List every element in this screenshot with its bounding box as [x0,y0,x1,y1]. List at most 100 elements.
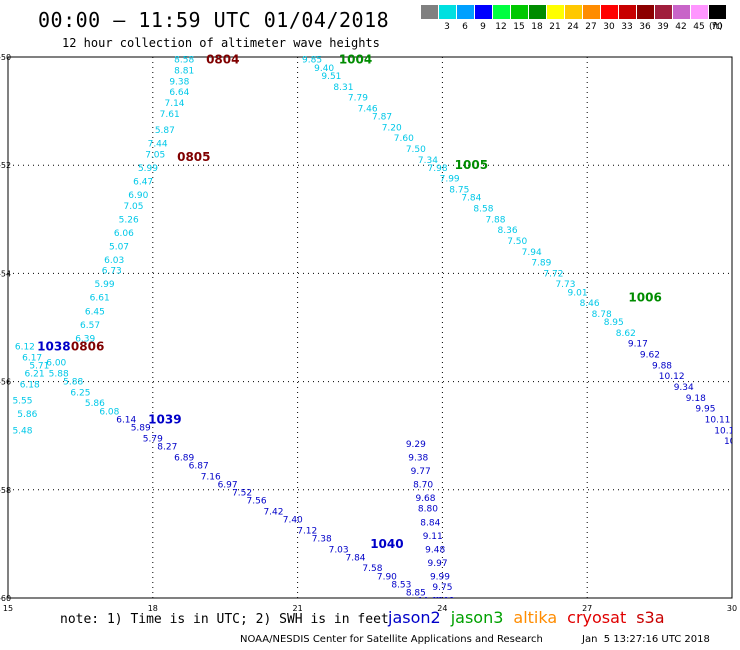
wave-height-value: 7.46 [358,104,378,114]
wave-height-value: 10.12 [659,372,685,382]
legend-swatch [421,5,439,19]
latitude-tick-label: -54 [0,269,11,278]
satellite-legend-jason2: jason2 [388,608,441,627]
pass-time-label: 1038 [37,339,70,353]
wave-height-value: 7.42 [263,507,283,517]
wave-height-value: 9.17 [628,340,648,350]
pass-time-label: 0806 [71,339,104,353]
legend-tick-label: 21 [549,22,561,32]
legend-swatch [547,5,565,19]
wave-height-value: 8.58 [174,56,194,66]
wave-height-value: 7.99 [440,175,460,185]
wave-height-value: 7.40 [283,516,303,526]
legend-tick-label: 30 [603,22,615,32]
pass-time-label: 1039 [148,412,181,426]
wave-height-value: 6.89 [174,453,194,463]
latitude-tick-label: -60 [0,594,11,603]
wave-height-value: 9.48 [425,545,445,555]
wave-height-value: 9.77 [411,467,431,477]
wave-height-value: 7.94 [522,248,542,258]
wave-height-value: 7.90 [377,572,397,582]
longitude-tick-label: 30 [727,604,737,613]
longitude-tick-label: 18 [148,604,158,613]
wave-height-value: 8.80 [418,505,438,515]
wave-height-value: 7.56 [247,497,267,507]
wave-height-value: 8.84 [420,518,440,528]
wave-height-value: 5.99 [95,280,115,290]
legend-tick-label: 9 [480,22,486,32]
wave-height-value: 7.05 [123,202,143,212]
wave-height-value: 7.14 [164,99,184,109]
legend-swatch [529,5,547,19]
wave-height-value: 7.05 [145,150,165,160]
legend-swatch [493,5,511,19]
legend-swatch [619,5,637,19]
legend-swatch [655,5,673,19]
wave-height-value: 5.86 [85,399,105,409]
wave-height-value: 7.20 [382,123,402,133]
pass-time-label: 1004 [339,53,372,67]
legend-tick-label: 36 [639,22,651,32]
legend-tick-label: 42 [675,22,687,32]
wave-height-value: 8.95 [604,318,624,328]
wave-height-value: 9.29 [406,440,426,450]
longitude-tick-label: 21 [293,604,303,613]
wave-height-value: 7.12 [297,526,317,536]
wave-height-value: 5.87 [155,126,175,136]
wave-height-value: 6.00 [46,359,66,369]
wave-height-value: 9.97 [428,559,448,569]
wave-height-value: 8.58 [473,204,493,214]
pass-time-label: 0804 [206,53,239,67]
wave-height-value: 7.50 [507,237,527,247]
wave-height-value: 5.88 [49,369,69,379]
wave-height-value: 5.71 [29,361,49,371]
wave-height-points: 8.588.819.386.647.147.615.877.447.055.99… [12,53,740,598]
wave-height-value: 5.99 [138,164,158,174]
wave-height-value: 5.26 [119,215,139,225]
wave-height-value: 7.34 [418,156,438,166]
wave-height-value: 7.88 [485,215,505,225]
latitude-tick-label: -58 [0,486,11,495]
wave-height-value: 8.78 [592,310,612,320]
legend-tick-label: 70 [711,22,723,32]
legend-swatch [475,5,493,19]
wave-height-value: 9.95 [695,405,715,415]
wave-height-value: 6.90 [128,191,148,201]
wave-height-value: 6.61 [90,294,110,304]
wave-height-value: 9.38 [408,453,428,463]
legend-swatch [511,5,529,19]
legend-swatch [583,5,601,19]
latitude-tick-label: -52 [0,161,11,170]
wave-height-value: 10.82 [734,448,740,458]
wave-height-value: 9.68 [415,494,435,504]
page-title: 00:00 — 11:59 UTC 01/04/2018 [38,8,390,32]
wave-height-value: 7.72 [543,269,563,279]
wave-height-value: 9.11 [423,532,443,542]
legend-tick-label: 27 [585,22,597,32]
credit-text: NOAA/NESDIS Center for Satellite Applica… [240,634,543,645]
wave-height-value: 6.97 [218,480,238,490]
wave-height-value: 8.27 [157,443,177,453]
pass-time-label: 0805 [177,150,210,164]
wave-height-value: 7.03 [329,545,349,555]
wave-height-value: 6.08 [99,407,119,417]
satellite-legend: jason2 jason3 altika cryosat s3a [388,608,675,627]
wave-height-value: 7.16 [201,472,221,482]
footnote: note: 1) Time is in UTC; 2) SWH is in fe… [60,612,389,627]
wave-height-value: 8.62 [616,329,636,339]
wave-height-value: 7.73 [555,280,575,290]
wave-height-value: 7.61 [160,110,180,120]
wave-height-value: 6.73 [102,267,122,277]
page-subtitle: 12 hour collection of altimeter wave hei… [62,36,380,50]
longitude-tick-label: 27 [582,604,592,613]
legend-tick-label: 45 [693,22,705,32]
wave-height-value: 8.81 [174,67,194,77]
wave-height-value: 8.75 [449,186,469,196]
wave-height-value: 8.46 [580,299,600,309]
wave-height-value: 7.52 [232,489,252,499]
wave-height-value: 7.38 [312,534,332,544]
wave-height-value: 6.18 [20,380,40,390]
wave-height-value: 9.01 [568,288,588,298]
wave-height-value: 7.89 [531,259,551,269]
